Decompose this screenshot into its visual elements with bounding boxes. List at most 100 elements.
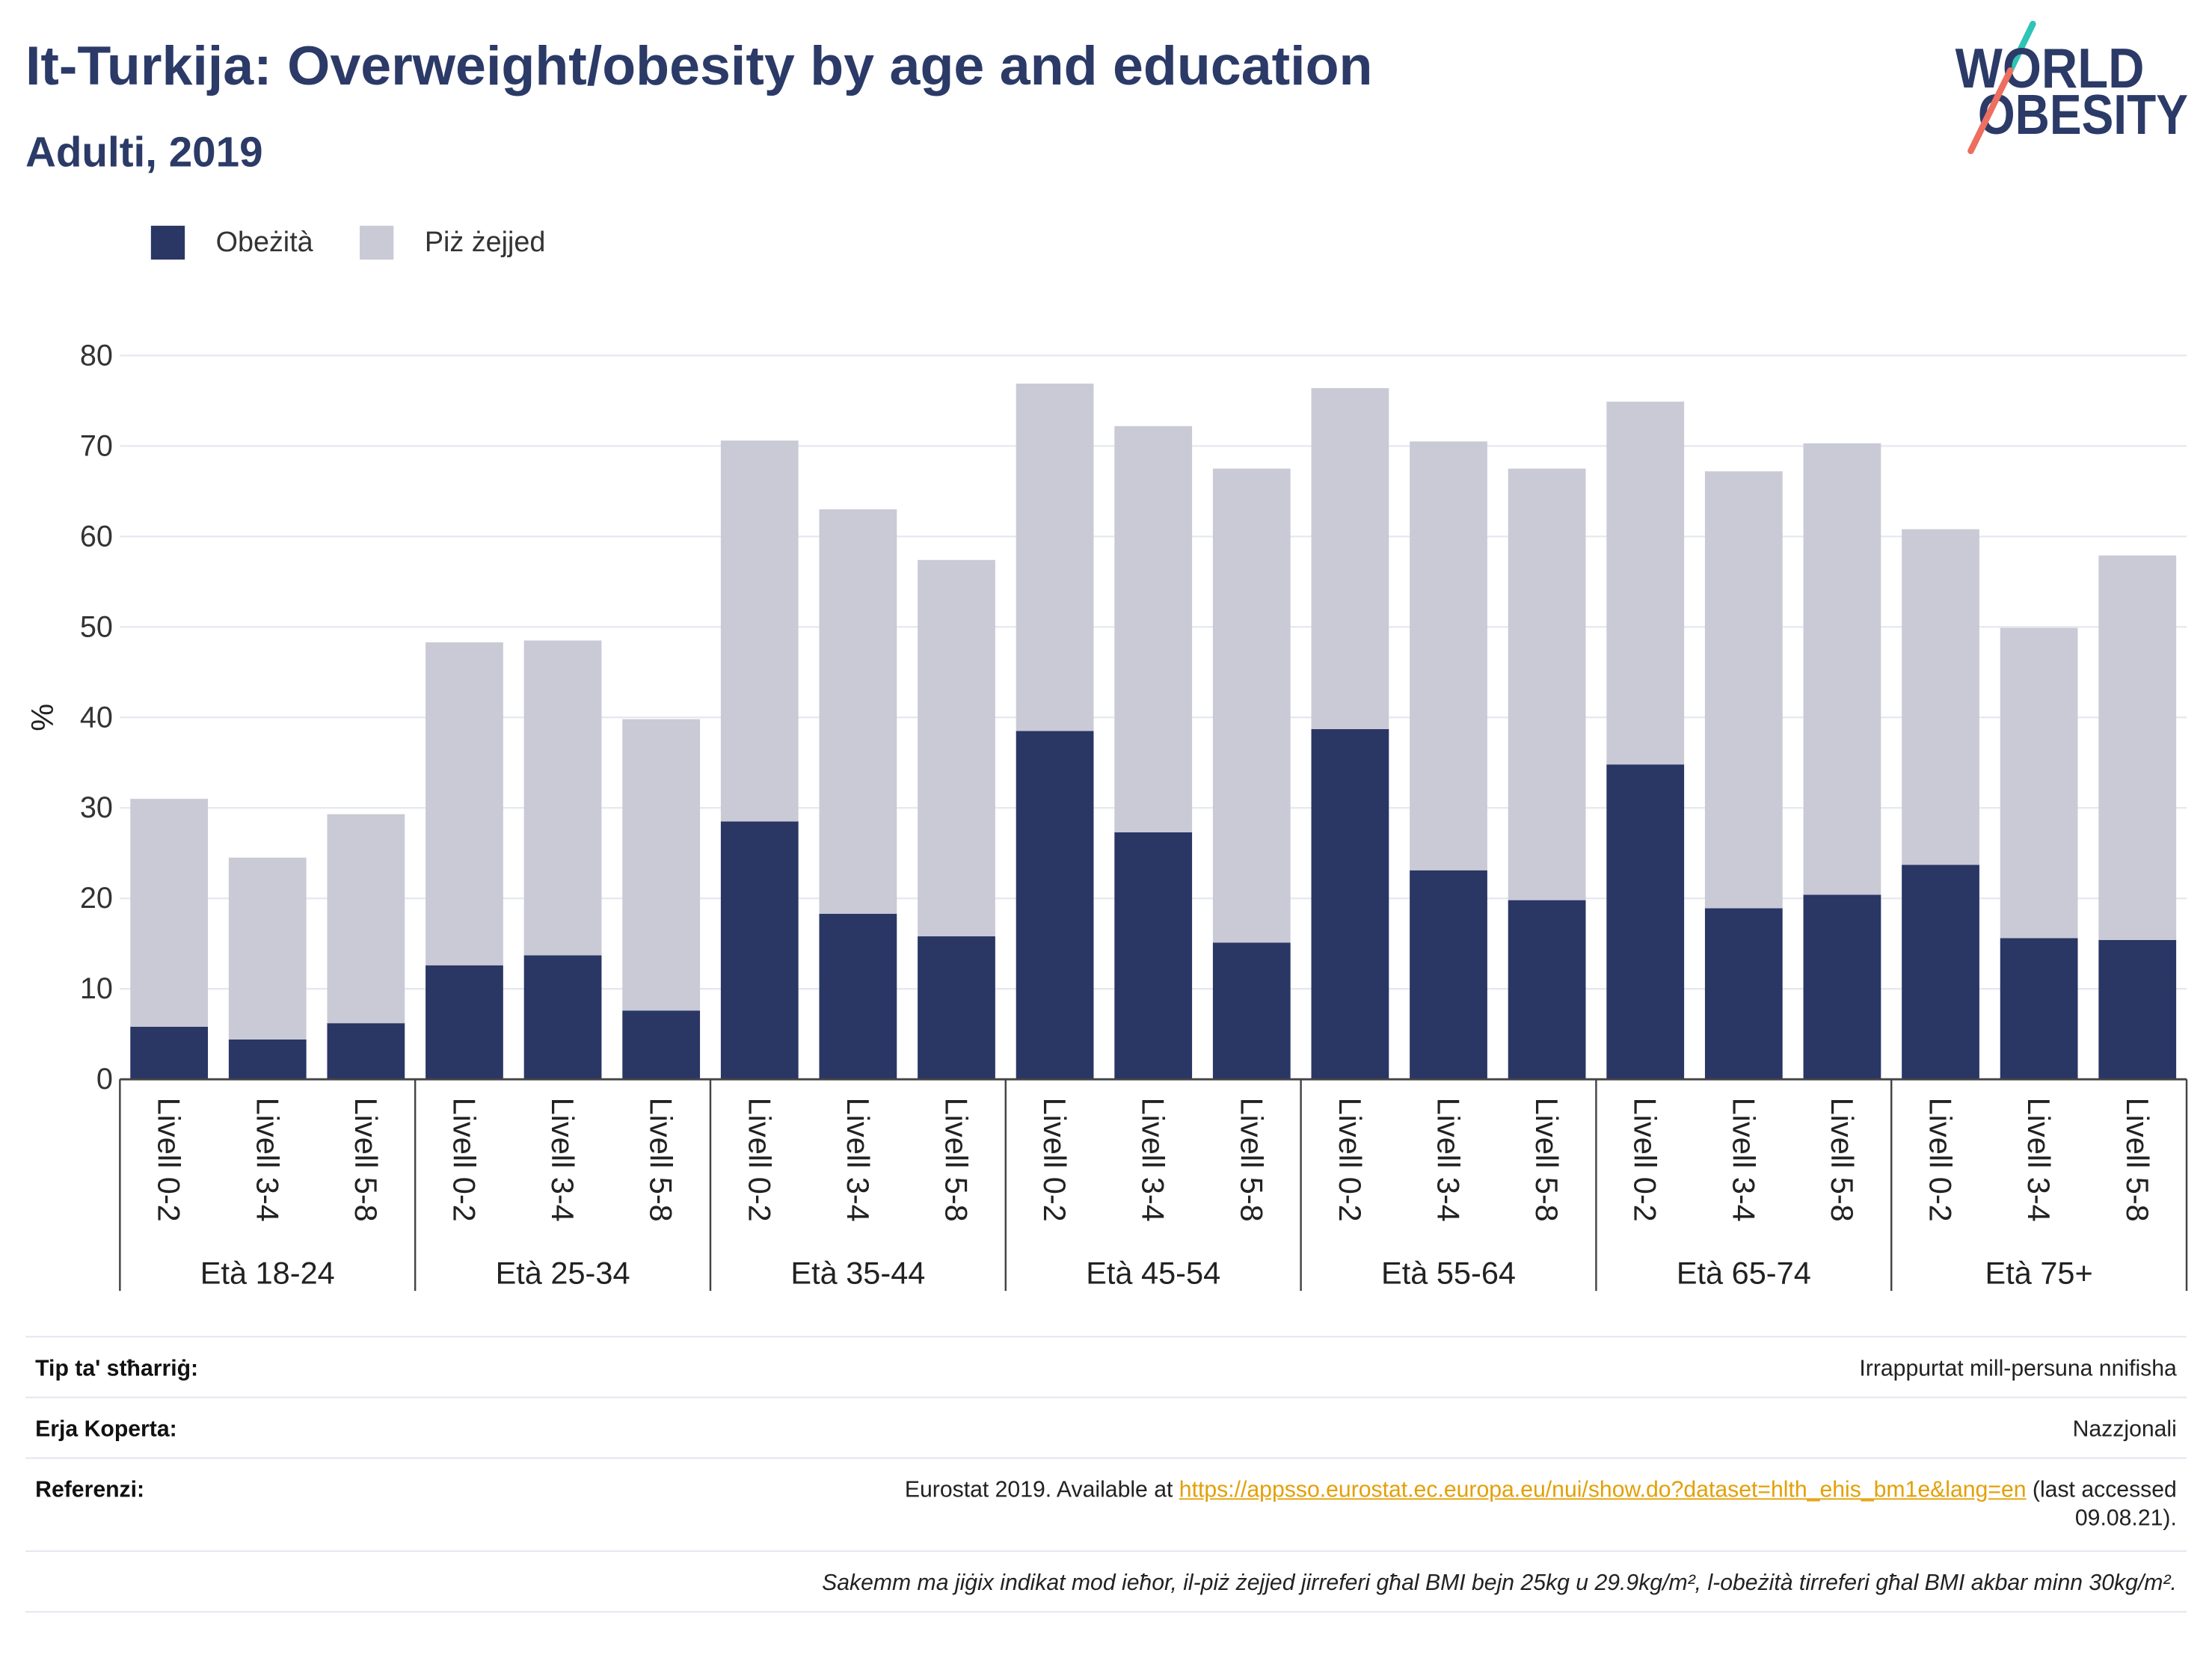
piz-zejjed-bar-eta-45-54-livell-0-2 [1016, 383, 1094, 731]
legend-swatch-piz-zejjed [360, 225, 394, 260]
footer-table: Tip ta' stħarriġ: Irrappurtat mill-persu… [25, 1336, 2187, 1613]
group-label-eta-65-74: Età 65-74 [1677, 1256, 1811, 1291]
survey-type-row: Tip ta' stħarriġ: Irrappurtat mill-persu… [25, 1336, 2187, 1396]
piz-zejjed-bar-eta-65-74-livell-3-4 [1704, 471, 1783, 909]
group-label-eta-55-64: Età 55-64 [1381, 1256, 1516, 1291]
legend-item-piz-zejjed: Piż żejjed [360, 225, 546, 260]
x-tick-label-eta-55-64-livell-3-4: Livell 3-4 [1431, 1098, 1466, 1222]
logo-slash-bottom [1967, 67, 2014, 155]
obezita-bar-eta-18-24-livell-3-4 [228, 1039, 307, 1080]
piz-zejjed-bar-eta-75-livell-3-4 [2000, 627, 2078, 939]
piz-zejjed-bar-eta-45-54-livell-5-8 [1212, 468, 1291, 943]
y-tick-label-70: 70 [80, 429, 113, 462]
bars [130, 383, 2177, 1080]
reference-link[interactable]: https://appsso.eurostat.ec.europa.eu/nui… [1179, 1479, 2027, 1503]
y-tick-label-60: 60 [80, 520, 113, 553]
x-tick-label-eta-45-54-livell-3-4: Livell 3-4 [1136, 1098, 1171, 1222]
piz-zejjed-bar-eta-25-34-livell-3-4 [523, 640, 602, 956]
logo-slash-top [2006, 20, 2036, 74]
y-axis-title: % [25, 704, 60, 731]
x-tick-label-eta-18-24-livell-0-2: Livell 0-2 [152, 1098, 187, 1222]
y-tick-label-30: 30 [80, 791, 113, 824]
obezita-bar-eta-65-74-livell-0-2 [1606, 764, 1685, 1080]
piz-zejjed-bar-eta-65-74-livell-5-8 [1803, 443, 1881, 895]
obezita-bar-eta-65-74-livell-3-4 [1704, 908, 1783, 1080]
y-tick-label-40: 40 [80, 701, 113, 734]
obezita-bar-eta-55-64-livell-5-8 [1508, 900, 1586, 1080]
x-tick-label-eta-35-44-livell-0-2: Livell 0-2 [742, 1098, 777, 1222]
piz-zejjed-bar-eta-75-livell-5-8 [2098, 555, 2177, 940]
reference-access-note: (last accessed [2032, 1479, 2177, 1503]
obezita-bar-eta-55-64-livell-0-2 [1311, 729, 1389, 1080]
obezita-bar-eta-18-24-livell-0-2 [130, 1026, 209, 1080]
x-tick-label-eta-35-44-livell-3-4: Livell 3-4 [841, 1098, 876, 1222]
legend-item-obezita: Obeżità [150, 225, 313, 260]
note-row: Sakemm ma jiġix indikat mod ieħor, il-pi… [25, 1550, 2187, 1613]
y-axis-ticks: 0 10 20 30 40 50 60 70 80 [80, 339, 113, 1096]
piz-zejjed-bar-eta-18-24-livell-5-8 [327, 814, 405, 1024]
x-axis-group-labels: Età 18-24 Età 25-34 Età 35-44 Età 45-54 Età … [200, 1256, 2093, 1291]
piz-zejjed-bar-eta-55-64-livell-3-4 [1410, 441, 1487, 871]
obezita-bar-eta-75-livell-0-2 [1902, 865, 1979, 1080]
obezita-bar-eta-35-44-livell-3-4 [819, 913, 897, 1080]
y-tick-label-10: 10 [80, 972, 113, 1005]
y-tick-label-50: 50 [80, 610, 113, 643]
x-tick-label-eta-18-24-livell-3-4: Livell 3-4 [250, 1098, 285, 1222]
group-label-eta-75: Età 75+ [1985, 1256, 2093, 1291]
x-tick-label-eta-75-livell-3-4: Livell 3-4 [2021, 1098, 2056, 1222]
survey-type-value: Irrappurtat mill-persuna nnifisha [1859, 1357, 2177, 1381]
obezita-bar-eta-75-livell-5-8 [2098, 939, 2177, 1080]
x-tick-label-eta-55-64-livell-5-8: Livell 5-8 [1529, 1098, 1564, 1222]
y-tick-label-0: 0 [96, 1063, 113, 1096]
reference-text: Eurostat 2019. Available at [904, 1479, 1173, 1503]
x-tick-label-eta-55-64-livell-0-2: Livell 0-2 [1333, 1098, 1368, 1222]
piz-zejjed-bar-eta-55-64-livell-0-2 [1311, 387, 1389, 730]
obezita-bar-eta-25-34-livell-3-4 [523, 955, 602, 1080]
obezita-bar-eta-55-64-livell-3-4 [1410, 870, 1487, 1080]
chart-subtitle: Adulti, 2019 [25, 129, 263, 176]
obezita-bar-eta-45-54-livell-5-8 [1212, 942, 1291, 1080]
obezita-bar-eta-75-livell-3-4 [2000, 938, 2078, 1080]
piz-zejjed-bar-eta-75-livell-0-2 [1902, 529, 1979, 865]
coverage-row: Erja Koperta: Nazzjonali [25, 1396, 2187, 1458]
logo-text-obesity: OBESITY [1978, 83, 2188, 146]
x-tick-label-eta-65-74-livell-5-8: Livell 5-8 [1825, 1098, 1860, 1222]
obezita-bar-eta-18-24-livell-5-8 [327, 1023, 405, 1080]
group-label-eta-35-44: Età 35-44 [790, 1256, 925, 1291]
x-tick-label-eta-18-24-livell-5-8: Livell 5-8 [348, 1098, 384, 1222]
y-tick-label-80: 80 [80, 339, 113, 372]
note-text: Sakemm ma jiġix indikat mod ieħor, il-pi… [822, 1571, 2177, 1596]
piz-zejjed-bar-eta-35-44-livell-0-2 [720, 440, 799, 822]
piz-zejjed-bar-eta-25-34-livell-0-2 [425, 642, 503, 965]
x-tick-label-eta-65-74-livell-3-4: Livell 3-4 [1726, 1098, 1761, 1222]
piz-zejjed-bar-eta-35-44-livell-5-8 [918, 559, 995, 937]
reference-row: Referenzi: Eurostat 2019. Available at h… [25, 1457, 2187, 1551]
world-obesity-logo: WORLD OBESITY [1956, 20, 2188, 155]
x-tick-label-eta-75-livell-5-8: Livell 5-8 [2120, 1098, 2155, 1222]
x-tick-label-eta-65-74-livell-0-2: Livell 0-2 [1628, 1098, 1663, 1222]
legend-swatch-obezita [150, 225, 185, 260]
piz-zejjed-bar-eta-18-24-livell-3-4 [228, 857, 307, 1040]
obezita-bar-eta-45-54-livell-3-4 [1114, 832, 1193, 1080]
piz-zejjed-bar-eta-65-74-livell-0-2 [1606, 402, 1685, 765]
logo-text-world: WORLD [1956, 37, 2145, 99]
chart-legend: Obeżità Piż żejjed [0, 225, 705, 260]
x-tick-label-eta-25-34-livell-3-4: Livell 3-4 [545, 1098, 580, 1222]
piz-zejjed-bar-eta-25-34-livell-5-8 [622, 719, 701, 1011]
legend-label-piz-zejjed: Piż żejjed [424, 227, 546, 259]
coverage-value: Nazzjonali [2072, 1417, 2177, 1442]
x-tick-label-eta-25-34-livell-0-2: Livell 0-2 [446, 1098, 482, 1222]
x-tick-label-eta-25-34-livell-5-8: Livell 5-8 [644, 1098, 679, 1222]
coverage-label: Erja Koperta: [35, 1417, 177, 1442]
reference-access-date: 09.08.21). [2074, 1506, 2177, 1531]
piz-zejjed-bar-eta-45-54-livell-3-4 [1114, 426, 1193, 832]
legend-label-obezita: Obeżità [215, 227, 313, 259]
piz-zejjed-bar-eta-35-44-livell-3-4 [819, 509, 897, 914]
x-tick-label-eta-45-54-livell-0-2: Livell 0-2 [1037, 1098, 1072, 1222]
obezita-bar-eta-25-34-livell-5-8 [622, 1010, 701, 1080]
survey-type-label: Tip ta' stħarriġ: [35, 1357, 199, 1381]
group-separators [119, 1079, 2188, 1292]
reference-value: Eurostat 2019. Available at https://apps… [905, 1477, 2177, 1533]
group-label-eta-25-34: Età 25-34 [496, 1256, 630, 1291]
